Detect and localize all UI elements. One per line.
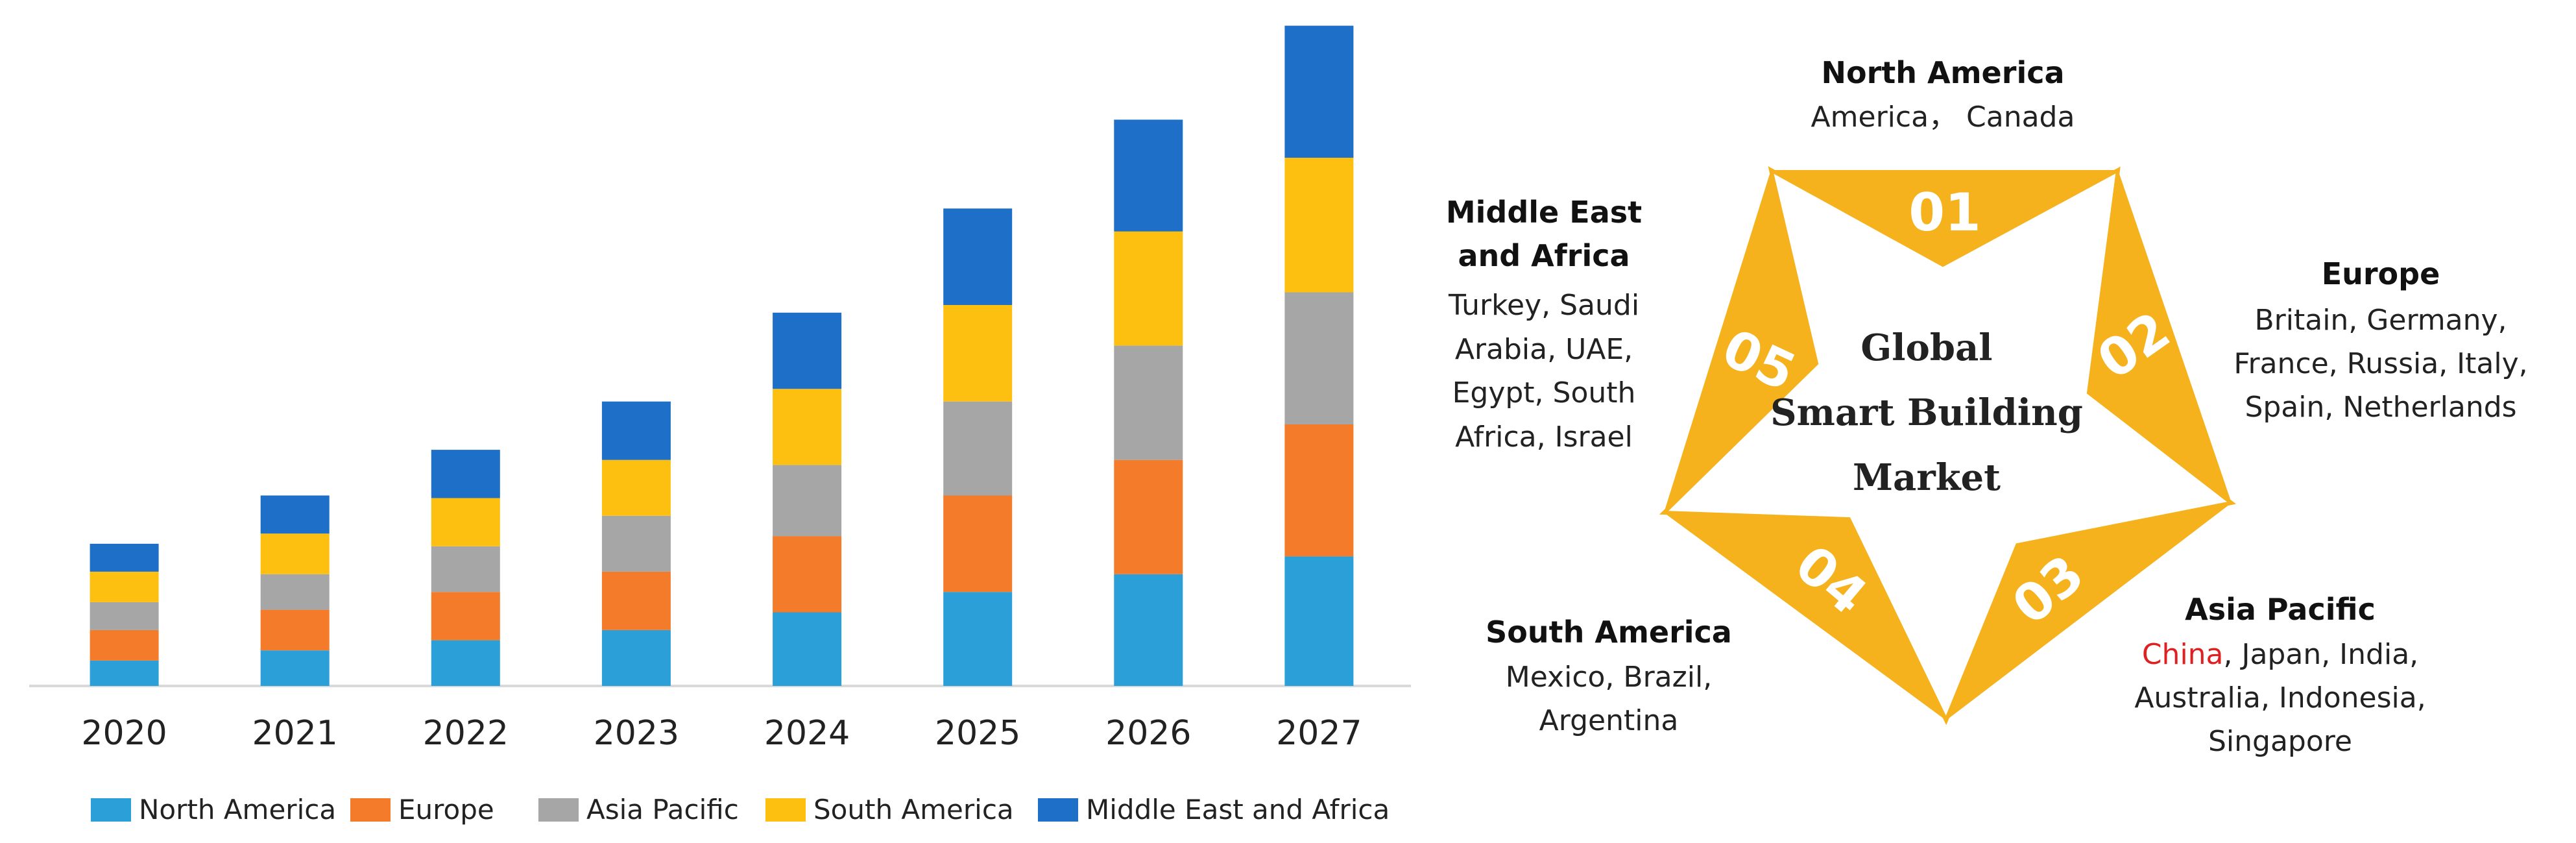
legend-swatch-middle-east-and-africa [1038, 798, 1078, 822]
bar-segment-2020-asia-pacific [90, 602, 159, 630]
highlighted-country: China [2142, 638, 2224, 671]
region-detail-mea-1: Turkey, Saudi [1448, 289, 1639, 322]
star-arm-04 [1664, 513, 1946, 720]
bar-segment-2027-middle-east-and-africa [1284, 25, 1354, 158]
legend-swatch-asia-pacific [538, 798, 579, 822]
x-tick-label-2023: 2023 [594, 714, 679, 753]
bar-segment-2020-north-america [90, 660, 159, 686]
star-arm-01 [1771, 170, 2118, 265]
chart-legend: North America Europe Asia Pacific South Ame… [91, 794, 1390, 825]
center-line-3: Market [1853, 456, 2001, 499]
center-line-1: Global [1860, 326, 1992, 369]
bar-segment-2024-middle-east-and-africa [773, 312, 842, 389]
bar-segment-2023-europe [601, 571, 671, 630]
bar-segment-2023-asia-pacific [601, 515, 671, 572]
region-detail-north-america-1: America， Canada [1811, 101, 2075, 134]
bar-segment-2025-asia-pacific [943, 401, 1013, 496]
x-tick-label-2022: 2022 [423, 714, 509, 753]
bar-segment-2020-middle-east-and-africa [90, 543, 159, 572]
region-detail-europe-2: France, Russia, Italy, [2233, 347, 2527, 380]
bar-segment-2022-north-america [431, 640, 500, 686]
region-detail-mea-4: Africa, Israel [1455, 421, 1633, 454]
star-arm-03 [1946, 503, 2232, 720]
bar-segment-2025-north-america [943, 592, 1013, 686]
point-number-01: 01 [1908, 182, 1980, 243]
region-detail-south-america-2: Argentina [1539, 704, 1679, 737]
bar-segment-2020-south-america [90, 571, 159, 602]
stacked-bar-chart: 2020 2021 2022 2023 2024 2025 2026 2027 North A… [29, 25, 1411, 825]
bar-segment-2020-europe [90, 629, 159, 661]
legend-swatch-europe [350, 798, 391, 822]
x-tick-label-2024: 2024 [764, 714, 850, 753]
bar-segment-2021-europe [260, 609, 330, 651]
x-tick-label-2021: 2021 [252, 714, 338, 753]
bar-segment-2026-middle-east-and-africa [1114, 119, 1183, 232]
bar-segment-2021-south-america [260, 533, 330, 574]
legend-label-north-america: North America [139, 794, 336, 825]
region-detail-asia-pacific-1: China, Japan, India, [2142, 638, 2418, 671]
bar-segment-2027-north-america [1284, 556, 1354, 686]
bar-segment-2024-europe [773, 536, 842, 613]
x-tick-label-2020: 2020 [81, 714, 167, 753]
x-tick-label-2026: 2026 [1105, 714, 1191, 753]
legend-swatch-north-america [91, 798, 131, 822]
bar-segment-2024-south-america [773, 389, 842, 465]
star-arm-05 [1664, 170, 1816, 513]
region-title-asia-pacific: Asia Pacific [2185, 592, 2376, 627]
bar-segment-2026-south-america [1114, 231, 1183, 346]
center-line-2: Smart Building [1770, 391, 2083, 434]
region-detail-asia-pacific-2: Australia, Indonesia, [2134, 681, 2426, 715]
x-tick-label-2027: 2027 [1276, 714, 1362, 753]
bar-segment-2023-middle-east-and-africa [601, 401, 671, 460]
star-inner [1659, 166, 2237, 726]
bar-segment-2026-asia-pacific [1114, 345, 1183, 460]
legend-label-asia-pacific: Asia Pacific [586, 794, 739, 825]
bar-segment-2026-europe [1114, 459, 1183, 574]
bar-segment-2027-asia-pacific [1284, 292, 1354, 424]
star-shape [1659, 166, 2237, 726]
region-title-south-america: South America [1486, 615, 1732, 650]
bar-segment-2027-europe [1284, 424, 1354, 557]
region-title-north-america: North America [1821, 55, 2064, 90]
bar-segment-2025-europe [943, 495, 1013, 593]
region-detail-south-america-1: Mexico, Brazil, [1506, 661, 1712, 694]
bar-segment-2025-south-america [943, 305, 1013, 402]
bar-segment-2024-north-america [773, 612, 842, 686]
bar-segment-2021-north-america [260, 650, 330, 686]
bar-segment-2021-asia-pacific [260, 574, 330, 610]
region-title-mea-2: and Africa [1458, 238, 1630, 273]
bar-segment-2023-north-america [601, 629, 671, 686]
region-detail-mea-3: Egypt, South [1452, 376, 1636, 409]
bar-segment-2026-north-america [1114, 574, 1183, 686]
region-detail-europe-1: Britain, Germany, [2254, 304, 2507, 337]
bar-segment-2023-south-america [601, 459, 671, 516]
bar-segment-2022-middle-east-and-africa [431, 450, 500, 498]
bar-segment-2025-middle-east-and-africa [943, 208, 1013, 305]
region-detail-asia-pacific-3: Singapore [2208, 725, 2352, 758]
legend-label-europe: Europe [398, 794, 494, 825]
bar-segment-2027-south-america [1284, 158, 1354, 293]
region-detail-mea-2: Arabia, UAE, [1455, 333, 1633, 366]
region-title-mea-1: Middle East [1446, 195, 1642, 230]
legend-label-middle-east-and-africa: Middle East and Africa [1086, 794, 1390, 825]
bar-segment-2021-middle-east-and-africa [260, 495, 330, 534]
bar-segment-2024-asia-pacific [773, 465, 842, 537]
x-tick-label-2025: 2025 [935, 714, 1020, 753]
year-labels: 2020 2021 2022 2023 2024 2025 2026 2027 [81, 714, 1362, 753]
legend-swatch-south-america [765, 798, 806, 822]
region-title-europe: Europe [2322, 256, 2440, 291]
region-detail-asia-pacific-1-rest: , Japan, India, [2224, 638, 2419, 671]
bar-segment-2022-europe [431, 592, 500, 641]
region-detail-europe-3: Spain, Netherlands [2245, 391, 2516, 424]
bars-group [90, 25, 1354, 686]
legend-label-south-america: South America [813, 794, 1014, 825]
bar-segment-2022-asia-pacific [431, 546, 500, 593]
bar-segment-2022-south-america [431, 498, 500, 546]
